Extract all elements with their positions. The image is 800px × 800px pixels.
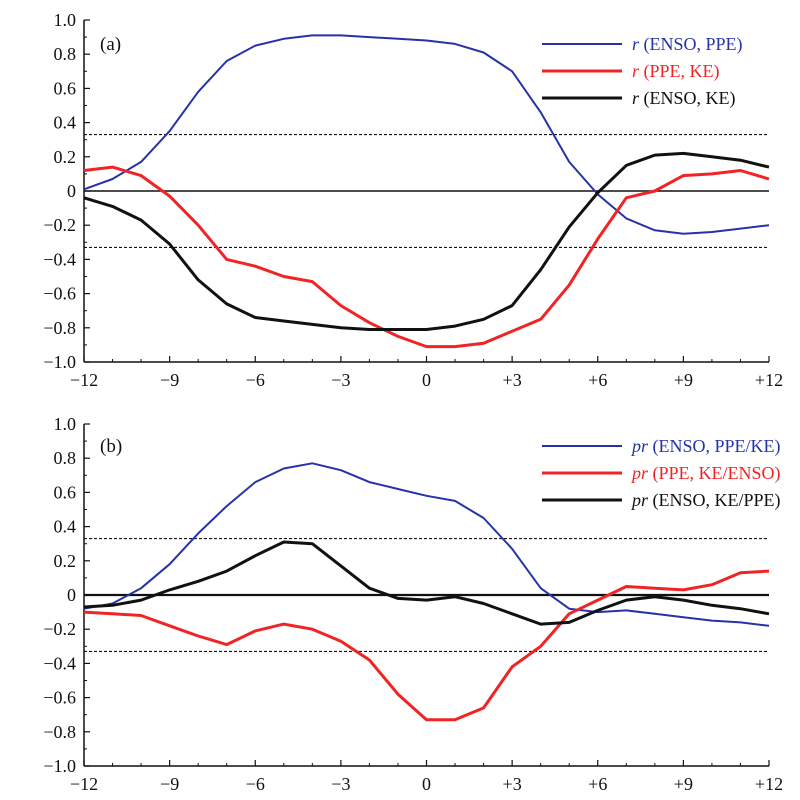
legend-prefix: pr — [630, 436, 649, 456]
x-tick-label: −6 — [246, 774, 265, 794]
panel-label: (b) — [100, 436, 122, 457]
y-tick-label: 0.4 — [54, 113, 77, 133]
y-tick-label: 0.8 — [54, 44, 77, 64]
legend-prefix: pr — [630, 490, 649, 510]
y-tick-label: 1.0 — [54, 414, 77, 434]
panel-a: −1.0 −0.8 −0.6 −0.4 −0.2 0 0.2 0.4 0.6 0.8 1.0 −12 −… — [43, 10, 783, 390]
legend-label: (ENSO, PPE/KE) — [648, 436, 781, 457]
y-tick-label: −0.8 — [43, 318, 76, 338]
series-line-2 — [83, 165, 770, 349]
y-tick-label: −0.2 — [43, 215, 76, 235]
y-tick-label: −0.6 — [43, 284, 76, 304]
y-tick-label: 0.4 — [54, 517, 77, 537]
legend-prefix: r — [632, 61, 640, 81]
y-tick-label: −0.4 — [43, 249, 76, 269]
legend-label: (PPE, KE) — [639, 61, 720, 82]
legend-entry: r (ENSO, KE) — [632, 88, 736, 109]
x-tick-label: −12 — [70, 370, 98, 390]
y-tick-label: 0.6 — [54, 482, 77, 502]
y-tick-label: −0.6 — [43, 688, 76, 708]
series-line-1 — [83, 462, 770, 627]
legend-label: (PPE, KE/ENSO) — [648, 463, 781, 484]
y-tick-label: −1.0 — [43, 756, 76, 776]
legend-entry: r (ENSO, PPE) — [632, 34, 743, 55]
x-tick-label: +9 — [674, 370, 693, 390]
x-tick-label: −9 — [160, 774, 179, 794]
x-tick-label: +3 — [503, 370, 522, 390]
x-tick-label: 0 — [422, 370, 431, 390]
legend-label: (ENSO, PPE) — [639, 34, 743, 55]
y-tick-label: 0 — [67, 585, 76, 605]
legend-entry: pr (ENSO, PPE/KE) — [630, 436, 781, 457]
legend-prefix: r — [632, 34, 640, 54]
series-line-1 — [83, 34, 770, 235]
legend-label: (ENSO, KE/PPE) — [648, 490, 781, 511]
x-tick-label: −6 — [246, 370, 265, 390]
legend-entry: pr (ENSO, KE/PPE) — [630, 490, 781, 511]
panel-b: −1.0 −0.8 −0.6 −0.4 −0.2 0 0.2 0.4 0.6 0.8 1.0 −12 −… — [43, 414, 783, 794]
y-tick-label: −1.0 — [43, 352, 76, 372]
x-tick-label: −12 — [70, 774, 98, 794]
legend-prefix: pr — [630, 463, 649, 483]
legend-prefix: r — [632, 88, 640, 108]
x-tick-label: 0 — [422, 774, 431, 794]
legend-label: (ENSO, KE) — [639, 88, 736, 109]
y-tick-label: 0.8 — [54, 448, 77, 468]
y-tick-label: 0 — [67, 181, 76, 201]
x-tick-label: +12 — [755, 774, 783, 794]
x-tick-label: −9 — [160, 370, 179, 390]
y-tick-label: −0.4 — [43, 653, 76, 673]
x-tick-label: +6 — [588, 370, 607, 390]
x-tick-label: +6 — [588, 774, 607, 794]
legend-entry: pr (PPE, KE/ENSO) — [630, 463, 781, 484]
x-tick-label: +12 — [755, 370, 783, 390]
y-tick-label: −0.2 — [43, 619, 76, 639]
x-tick-label: −3 — [331, 370, 350, 390]
x-tick-label: +9 — [674, 774, 693, 794]
series-line-3 — [83, 151, 770, 331]
y-tick-label: 0.2 — [54, 147, 77, 167]
series-line-2 — [83, 569, 770, 722]
y-tick-label: −0.8 — [43, 722, 76, 742]
x-tick-label: −3 — [331, 774, 350, 794]
y-tick-label: 0.2 — [54, 551, 77, 571]
y-tick-label: 1.0 — [54, 10, 77, 30]
series-line-3 — [83, 540, 770, 626]
y-tick-label: 0.6 — [54, 78, 77, 98]
x-tick-label: +3 — [503, 774, 522, 794]
legend-entry: r (PPE, KE) — [632, 61, 720, 82]
panel-label: (a) — [100, 34, 121, 55]
